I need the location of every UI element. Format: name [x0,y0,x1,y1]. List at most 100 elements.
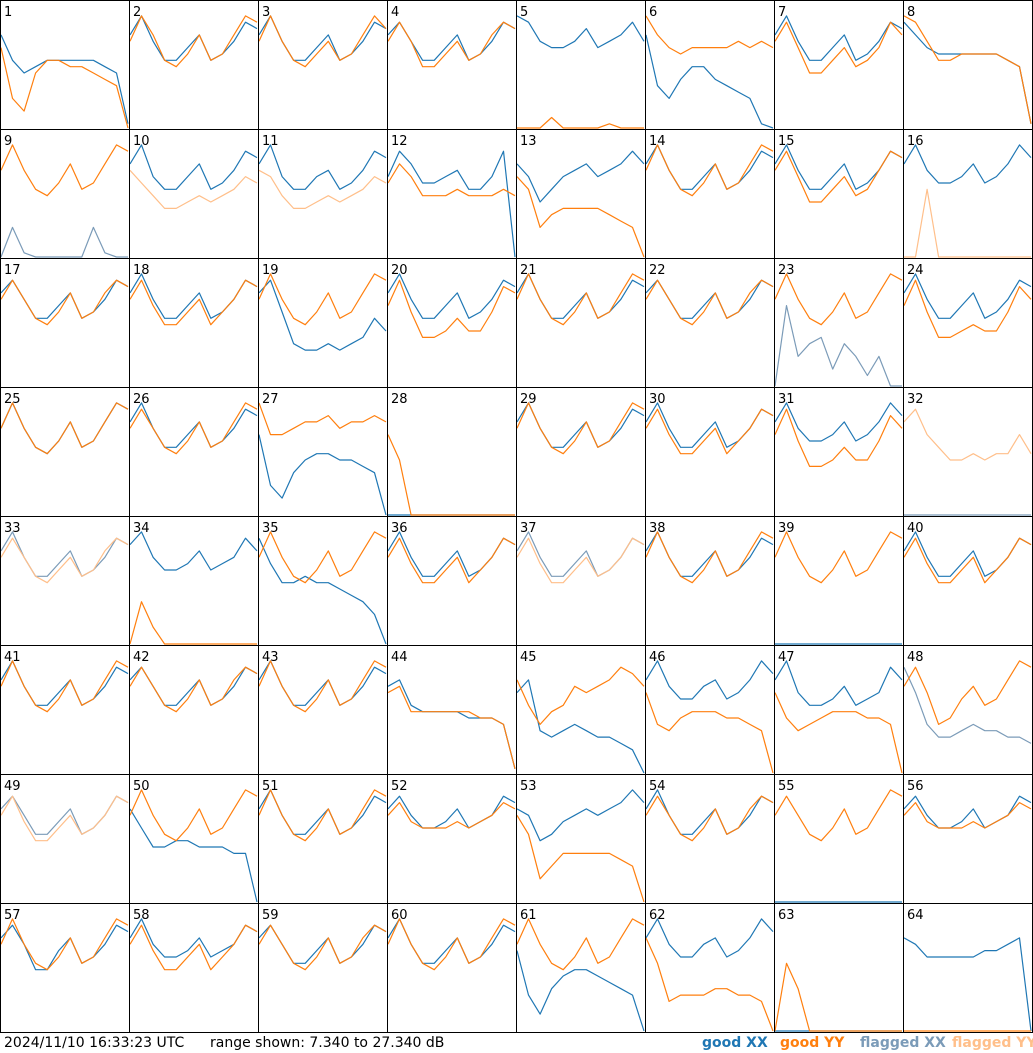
panel: 59 [258,903,388,1033]
xx-line [516,273,645,319]
panel-label: 48 [907,650,924,665]
xx-line [516,789,645,842]
xx-line [645,531,774,577]
yy-line [904,188,1031,258]
yy-line [645,937,774,1032]
panel-label: 18 [133,263,150,278]
panel-label: 19 [262,263,279,278]
xx-line [258,924,387,964]
panel: 21 [516,258,646,388]
yy-line [516,666,645,726]
panel: 32 [903,387,1033,517]
panel-label: 42 [133,650,150,665]
yy-line [517,116,644,129]
panel: 12 [387,129,517,259]
panel-label: 23 [778,263,795,278]
panel-label: 33 [4,521,21,536]
panel-label: 57 [4,908,21,923]
panel-label: 45 [520,650,537,665]
xx-line [0,531,129,577]
xx-line [0,34,129,124]
panel: 23 [774,258,904,388]
panel: 56 [903,774,1033,904]
yy-line [774,408,903,467]
panel-label: 5 [520,5,528,20]
xx-line [387,150,516,258]
panel-border [903,0,1033,130]
yy-line [129,601,257,645]
xx-line [258,279,387,351]
panel-label: 61 [520,908,537,923]
panel-label: 15 [778,134,795,149]
xx-line [903,21,1032,124]
panel-label: 25 [4,392,21,407]
yy-line [516,537,645,584]
panel-label: 14 [649,134,666,149]
yy-line [903,801,1032,829]
xx-line [516,15,645,49]
panel: 45 [516,645,646,775]
panel-label: 28 [391,392,408,407]
yy-line [387,801,516,829]
xx-line [258,144,387,190]
yy-line [516,273,645,326]
yy-line [387,163,516,197]
range-prefix: range shown: [210,1035,305,1051]
panel: 11 [258,129,388,259]
yy-line [129,15,258,68]
yy-line [774,21,903,74]
panel-label: 16 [907,134,924,149]
legend-entry: flagged XX [860,1035,946,1051]
panel-label: 36 [391,521,408,536]
xx-line [129,666,258,706]
yy-line [387,537,516,584]
yy-line [258,660,387,713]
yy-line [0,918,129,971]
range-text: range shown: 7.340 to 27.340 dB [210,1035,444,1051]
range-max: 27.340 [372,1035,421,1051]
panel: 1 [0,0,130,130]
xx-line [258,660,387,706]
panel-label: 6 [649,5,657,20]
yy-line [645,795,774,842]
legend-entry: good YY [780,1035,845,1051]
panel: 42 [129,645,259,775]
panel: 6 [645,0,775,130]
panel-label: 52 [391,779,408,794]
yy-line [774,531,903,584]
panel: 64 [903,903,1033,1033]
panel-label: 21 [520,263,537,278]
panel: 8 [903,0,1033,130]
xx-line [258,434,387,516]
panel: 16 [903,129,1033,259]
yy-line [774,962,902,1032]
xx-line [258,789,387,835]
panel: 33 [0,516,130,646]
yy-line [129,402,258,455]
yy-line [645,144,774,197]
yy-line [129,924,258,971]
panel: 50 [129,774,259,904]
yy-line [774,692,903,774]
panel: 25 [0,387,130,517]
panel: 17 [0,258,130,388]
panel-label: 31 [778,392,795,407]
panel: 24 [903,258,1033,388]
xx-line [774,305,902,387]
panel-label: 58 [133,908,150,923]
panel-label: 40 [907,521,924,536]
panel: 3 [258,0,388,130]
panel-label: 60 [391,908,408,923]
panel: 48 [903,645,1033,775]
panel-border [0,0,130,130]
panel-label: 7 [778,5,786,20]
panel-label: 9 [4,134,12,149]
panel-label: 4 [391,5,399,20]
range-min: 7.340 [309,1035,349,1051]
xx-line [516,950,645,1032]
xx-line [903,273,1032,319]
panel-label: 8 [907,5,915,20]
xx-line [903,144,1032,184]
xx-line [645,144,774,190]
